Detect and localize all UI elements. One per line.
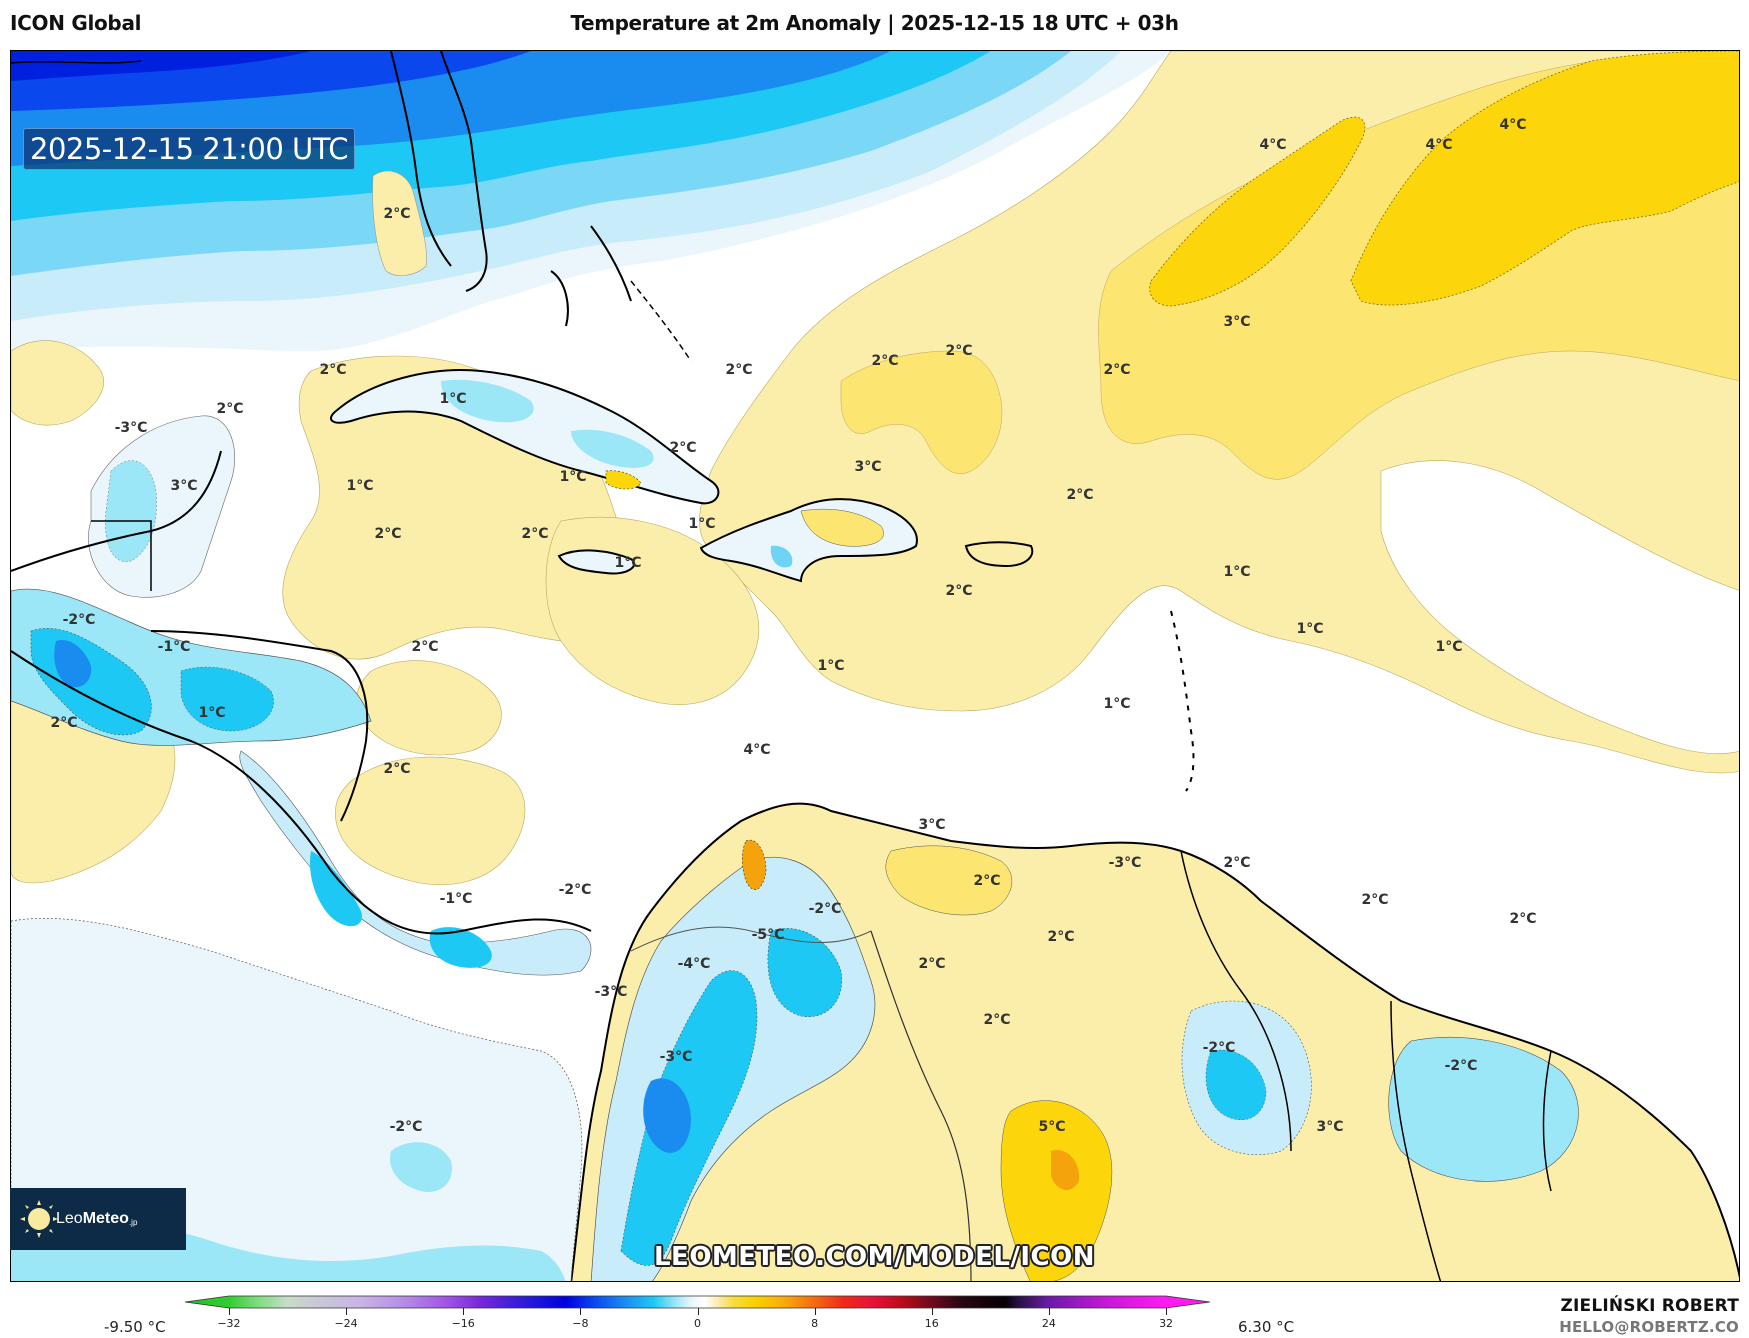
- isotherm-label: 2°C: [216, 401, 244, 417]
- isotherm-label: 1°C: [688, 516, 716, 532]
- chart-title: Temperature at 2m Anomaly | 2025-12-15 1…: [570, 11, 1179, 35]
- isotherm-label: -3°C: [659, 1049, 693, 1065]
- watermark-url: LEOMETEO.COM/MODEL/ICON: [653, 1242, 1096, 1272]
- isotherm-label: -2°C: [62, 612, 96, 628]
- anomaly-map[interactable]: 2025-12-15 21:00 UTC 2°C 4°C 4°C 4°C 3°C 2°C 2…: [10, 50, 1740, 1282]
- isotherm-label: 4°C: [743, 742, 771, 758]
- isotherm-label: 2°C: [1103, 362, 1131, 378]
- isotherm-label: 2°C: [411, 639, 439, 655]
- isotherm-label: 3°C: [170, 478, 198, 494]
- isotherm-label: 2°C: [1509, 911, 1537, 927]
- isotherm-label: 3°C: [918, 817, 946, 833]
- colorbar-min-value: -9.50 °C: [104, 1318, 166, 1336]
- isotherm-label: 2°C: [1066, 487, 1094, 503]
- logo-text-bold: Meteo: [82, 1210, 129, 1227]
- isotherm-label: 2°C: [945, 583, 973, 599]
- colorbar: -9.50 °C −32 −24 −16 −8 0 8 16 24 32 6.30 °C: [0, 1290, 1749, 1338]
- author-name: ZIELIŃSKI ROBERT: [1560, 1296, 1739, 1316]
- colorbar-tick-mark: [931, 1308, 933, 1315]
- isotherm-label: -2°C: [1202, 1040, 1236, 1056]
- isotherm-label: 1°C: [346, 478, 374, 494]
- colorbar-tick-label: −8: [572, 1317, 589, 1330]
- isotherm-label: 2°C: [374, 526, 402, 542]
- isotherm-label: -2°C: [808, 901, 842, 917]
- isotherm-label: 1°C: [1223, 564, 1251, 580]
- colorbar-tick-label: 0: [694, 1317, 701, 1330]
- colorbar-tick-mark: [697, 1308, 699, 1315]
- isotherm-label: 2°C: [973, 873, 1001, 889]
- author-email[interactable]: HELLO@ROBERTZ.CO: [1559, 1318, 1739, 1336]
- model-name: ICON Global: [10, 11, 142, 35]
- isotherm-label: 5°C: [1038, 1119, 1066, 1135]
- isotherm-label: -2°C: [558, 882, 592, 898]
- colorbar-tick-mark: [228, 1308, 230, 1315]
- isotherm-label: 2°C: [383, 761, 411, 777]
- isotherm-label: 4°C: [1259, 137, 1287, 153]
- isotherm-label: -2°C: [1444, 1058, 1478, 1074]
- isotherm-label: 2°C: [319, 362, 347, 378]
- isotherm-label: 2°C: [983, 1012, 1011, 1028]
- isotherm-label: 2°C: [383, 206, 411, 222]
- isotherm-label: -2°C: [389, 1119, 423, 1135]
- isotherm-label: 2°C: [1223, 855, 1251, 871]
- isotherm-label: 2°C: [1361, 892, 1389, 908]
- colorbar-tick-label: 8: [811, 1317, 819, 1330]
- isotherm-label: 4°C: [1499, 117, 1527, 133]
- isotherm-label: 1°C: [559, 469, 587, 485]
- colorbar-tick-label: 24: [1041, 1317, 1056, 1330]
- colorbar-tick-mark: [1048, 1308, 1050, 1315]
- colorbar-tick-mark: [1166, 1308, 1168, 1315]
- isotherm-label: 1°C: [1296, 621, 1324, 637]
- isotherm-label: 1°C: [198, 705, 226, 721]
- isotherm-label: 3°C: [1223, 314, 1251, 330]
- isotherm-label: 3°C: [854, 459, 882, 475]
- colorbar-tick-mark: [814, 1308, 816, 1315]
- colorbar-tick-mark: [463, 1308, 465, 1315]
- colorbar-tick-mark: [580, 1308, 582, 1315]
- isotherm-label: -4°C: [677, 956, 711, 972]
- isotherm-label: -3°C: [594, 984, 628, 1000]
- isotherm-label: -3°C: [1108, 855, 1142, 871]
- map-fields: [11, 51, 1739, 1281]
- colorbar-tick-label: 16: [924, 1317, 939, 1330]
- logo-text-light: Leo: [56, 1210, 83, 1227]
- isotherm-label: 2°C: [521, 526, 549, 542]
- isotherm-label: 1°C: [817, 658, 845, 674]
- isotherm-label: 2°C: [945, 343, 973, 359]
- isotherm-label: -3°C: [114, 420, 148, 436]
- isotherm-label: -1°C: [439, 891, 473, 907]
- isotherm-label: 2°C: [1047, 929, 1075, 945]
- isotherm-label: 2°C: [50, 715, 78, 731]
- sun-icon: [20, 1200, 58, 1238]
- isotherm-label: 2°C: [725, 362, 753, 378]
- logo-suffix: .jp: [128, 1217, 138, 1227]
- isotherm-label: 2°C: [918, 956, 946, 972]
- isotherm-label: 3°C: [1316, 1119, 1344, 1135]
- isotherm-label: -5°C: [751, 927, 785, 943]
- isotherm-label: 1°C: [439, 391, 467, 407]
- isotherm-label: 1°C: [1435, 639, 1463, 655]
- colorbar-gradient: [184, 1295, 1211, 1309]
- isotherm-label: 1°C: [1103, 696, 1131, 712]
- colorbar-max-value: 6.30 °C: [1238, 1318, 1295, 1336]
- colorbar-tick-mark: [346, 1308, 348, 1315]
- colorbar-tick-label: 32: [1159, 1317, 1174, 1330]
- colorbar-tick-label: −16: [451, 1317, 475, 1330]
- isotherm-label: 2°C: [669, 440, 697, 456]
- isotherm-label: 1°C: [614, 555, 642, 571]
- isotherm-label: 2°C: [871, 353, 899, 369]
- isotherm-label: -1°C: [157, 639, 191, 655]
- colorbar-tick-label: −32: [217, 1317, 241, 1330]
- isotherm-label: 4°C: [1425, 137, 1453, 153]
- valid-time-badge: 2025-12-15 21:00 UTC: [23, 128, 356, 170]
- colorbar-tick-label: −24: [334, 1317, 358, 1330]
- leometeo-logo[interactable]: Leo Meteo .jp: [10, 1188, 186, 1250]
